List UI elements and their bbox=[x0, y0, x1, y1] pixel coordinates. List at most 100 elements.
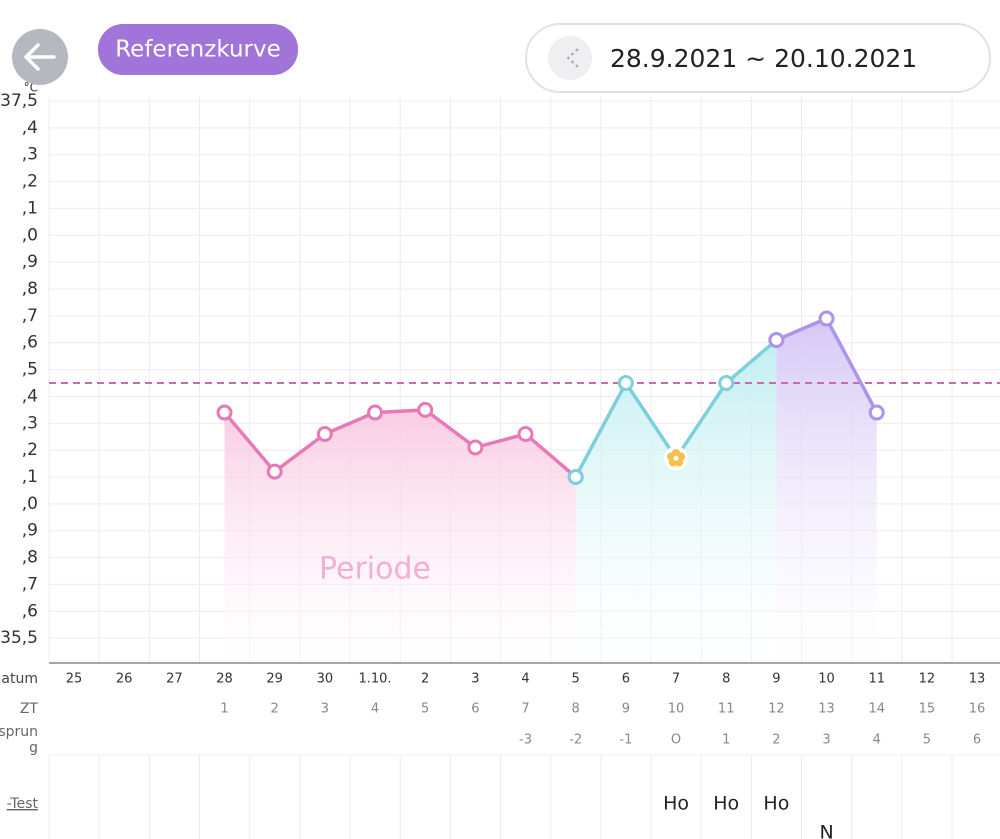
x-tick-label: 13 bbox=[969, 672, 986, 687]
y-tick-label: ,4 bbox=[22, 386, 38, 406]
row-cell: 8 bbox=[572, 702, 580, 717]
point bbox=[768, 332, 785, 349]
y-tick-label: ,7 bbox=[22, 574, 38, 594]
row-cell: -1 bbox=[619, 733, 632, 748]
row-cell: 2 bbox=[772, 733, 780, 748]
row-cell: 2 bbox=[271, 702, 279, 717]
petal bbox=[667, 452, 676, 461]
point bbox=[266, 463, 283, 480]
y-tick-label: ,8 bbox=[22, 548, 38, 568]
y-tick-label: ,8 bbox=[22, 279, 38, 299]
row-label: sprun bbox=[0, 724, 38, 740]
point bbox=[617, 375, 634, 391]
row-cell: 3 bbox=[321, 702, 329, 717]
row-cell: 16 bbox=[969, 702, 986, 717]
point bbox=[367, 404, 384, 421]
row-cell: 6 bbox=[471, 702, 479, 717]
row-cell: 5 bbox=[923, 733, 931, 748]
row-cell: 9 bbox=[622, 702, 630, 717]
point bbox=[467, 439, 484, 456]
row-cell: -2 bbox=[569, 733, 582, 748]
line bbox=[223, 408, 577, 479]
y-tick-label: ,6 bbox=[22, 333, 38, 353]
x-tick-label: 26 bbox=[116, 672, 133, 687]
area bbox=[224, 409, 576, 660]
row-label: g bbox=[29, 740, 38, 756]
row-cell: -3 bbox=[519, 733, 532, 748]
x-tick-label: 10 bbox=[818, 672, 835, 687]
back-button[interactable] bbox=[12, 29, 68, 85]
x-axis-label: atum bbox=[1, 671, 38, 687]
ovulation-marker bbox=[664, 446, 689, 471]
row-cell: 1 bbox=[220, 702, 228, 717]
row-cell: 5 bbox=[421, 702, 429, 717]
row-cell: Ho bbox=[763, 793, 789, 815]
button-label: Referenzkurve bbox=[115, 37, 281, 63]
row-cell: 14 bbox=[868, 702, 885, 717]
y-tick-label: ,7 bbox=[22, 306, 38, 326]
area bbox=[776, 318, 877, 660]
y-tick-label: ,2 bbox=[22, 172, 38, 192]
row-cell: 10 bbox=[668, 702, 685, 717]
x-tick-label: 4 bbox=[521, 672, 529, 687]
header: Referenzkurve 28.9.2021 ~ 20.10.2021 bbox=[12, 23, 991, 93]
x-tick-label: 29 bbox=[266, 672, 283, 687]
flower-center bbox=[673, 455, 679, 461]
point bbox=[868, 404, 885, 421]
x-tick-label: 2 bbox=[421, 672, 429, 687]
reference-curve-button[interactable]: Referenzkurve bbox=[98, 24, 298, 75]
y-tick-label: ,2 bbox=[22, 440, 38, 460]
point bbox=[567, 469, 584, 485]
x-tick-label: 3 bbox=[471, 672, 479, 687]
x-tick-label: 30 bbox=[317, 672, 334, 687]
y-tick-label: ,5 bbox=[22, 360, 38, 380]
y-tick-label: ,6 bbox=[22, 601, 38, 621]
y-tick-label: ,1 bbox=[22, 198, 38, 218]
row-label: -Test bbox=[7, 796, 39, 812]
x-tick-label: 25 bbox=[66, 672, 83, 687]
point bbox=[818, 310, 835, 327]
point bbox=[216, 404, 233, 421]
point bbox=[316, 426, 333, 443]
row-cell: N bbox=[819, 822, 833, 839]
x-tick-label: 8 bbox=[722, 672, 730, 687]
point bbox=[517, 426, 534, 443]
x-tick-label: 27 bbox=[166, 672, 183, 687]
x-tick-label: 28 bbox=[216, 672, 233, 687]
row-cell: 1 bbox=[722, 733, 730, 748]
date-range: 28.9.2021 ~ 20.10.2021 bbox=[610, 44, 917, 73]
row-cell: Ho bbox=[713, 793, 739, 815]
y-tick-label: 35,5 bbox=[0, 628, 38, 648]
x-tick-label: 6 bbox=[622, 672, 630, 687]
y-tick-label: ,9 bbox=[22, 252, 38, 272]
row-cell: 4 bbox=[873, 733, 881, 748]
x-tick-label: 11 bbox=[868, 672, 885, 687]
y-tick-label: ,3 bbox=[22, 413, 38, 433]
y-tick-label: ,4 bbox=[22, 118, 38, 138]
y-tick-label: ,9 bbox=[22, 521, 38, 541]
row-cell: Ho bbox=[663, 793, 689, 815]
x-tick-label: 1.10. bbox=[358, 672, 391, 687]
x-tick-label: 5 bbox=[572, 672, 580, 687]
row-cell: 6 bbox=[973, 733, 981, 748]
y-tick-label: ,1 bbox=[22, 467, 38, 487]
chart: 37,5 ,4 ,3 ,2 ,1 ,0 ,9 ,8 ,7 ,6 ,5 ,4 ,3 ,2 ,1 ,0 ,9 ,8 ,7… bbox=[0, 81, 1000, 839]
date-range-picker[interactable]: 28.9.2021 ~ 20.10.2021 bbox=[525, 23, 991, 93]
x-tick-label: 12 bbox=[919, 672, 936, 687]
point bbox=[718, 375, 735, 391]
row-cell: 7 bbox=[521, 702, 529, 717]
row-cell: 15 bbox=[919, 702, 936, 717]
row-label: ZT bbox=[20, 701, 39, 717]
y-tick-label: 37,5 bbox=[0, 91, 38, 111]
y-tick-label: ,0 bbox=[22, 225, 38, 245]
row-cell: 12 bbox=[768, 702, 785, 717]
row-cell: O bbox=[671, 733, 681, 748]
x-tick-label: 9 bbox=[772, 672, 780, 687]
row-cell: 11 bbox=[718, 702, 735, 717]
row-cell: 4 bbox=[371, 702, 379, 717]
y-tick-label: ,0 bbox=[22, 494, 38, 514]
y-tick-label: ,3 bbox=[22, 145, 38, 165]
area bbox=[575, 340, 777, 660]
row-cell: 3 bbox=[822, 733, 830, 748]
